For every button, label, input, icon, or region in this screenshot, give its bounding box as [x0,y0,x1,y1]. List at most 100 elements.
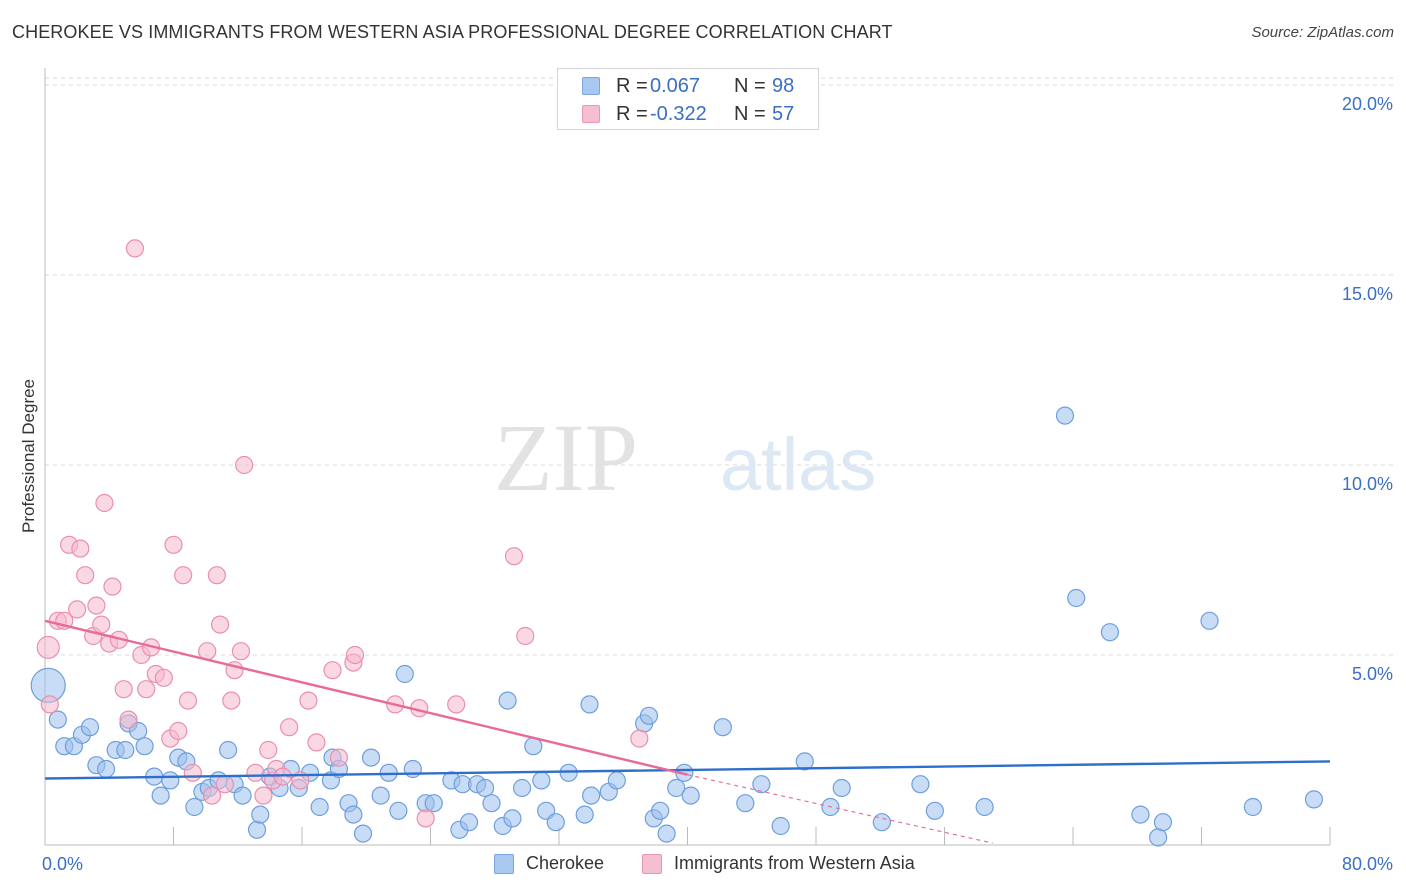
axes [44,68,1331,846]
cherokee-point [651,801,670,820]
cherokee-point [459,813,479,832]
cherokee-point [911,775,930,794]
western-asia-point [246,763,265,782]
cherokee-point [344,805,363,824]
cherokee-point [135,737,154,756]
legend-r-label: R = [616,75,648,97]
watermark: ZIP atlas [494,404,876,511]
western-asia-trend-line [44,619,688,776]
western-asia-point [299,691,318,710]
western-asia-point [137,680,156,699]
western-asia-point [114,680,133,699]
cherokee-point [1100,623,1120,642]
cherokee-point [582,786,601,805]
western-asia-point [516,626,535,646]
cherokee-point [403,759,422,779]
trend-lines [44,619,1331,844]
western-asia-point [323,661,342,680]
cherokee-point [353,824,373,843]
legend-n-label: N = [734,75,766,97]
western-asia-point [307,733,326,752]
cherokee-point [80,718,100,737]
western-asia-point [68,600,87,619]
cherokee-point [832,778,851,798]
cherokee-points [30,406,1324,847]
cherokee-point [424,794,443,813]
cherokee-point [771,816,790,836]
western-asia-point [329,748,349,767]
cherokee-point [532,771,551,790]
cherokee-point [503,809,522,828]
stats-legend: R = 0.067 N = 98 R = -0.322 N = 57 [557,68,819,130]
y-tick-label: 20.0% [1342,94,1393,114]
western-asia-point [36,635,60,660]
western-asia-point [259,740,278,760]
cherokee-point [482,794,501,813]
legend-swatch-western-asia [642,854,662,874]
cherokee-point [361,748,381,767]
cherokee-point [251,805,270,824]
western-asia-point [174,566,193,585]
western-asia-point [164,535,183,554]
legend-r-value: -0.322 [650,103,707,125]
legend-r-label: R = [616,103,648,125]
legend-r-value: 0.067 [650,75,701,97]
cherokee-point [1149,828,1168,847]
western-asia-point [630,729,649,748]
cherokee-point [795,752,814,771]
western-asia-points [36,239,649,828]
western-asia-point [207,566,226,585]
western-asia-point [169,721,188,741]
legend-label-western-asia: Immigrants from Western Asia [674,853,915,873]
western-asia-point [40,695,59,714]
cherokee-point [752,775,771,794]
cherokee-point [219,740,238,760]
cherokee-point [872,813,891,832]
western-asia-point [103,577,122,596]
cherokee-point [151,786,170,805]
cherokee-point [247,820,267,839]
western-asia-point [92,615,111,634]
legend-label-cherokee: Cherokee [526,853,605,873]
cherokee-point [667,778,686,798]
cherokee-point [736,794,755,813]
cherokee-point [925,801,944,820]
cherokee-point [395,664,414,684]
chart-title: CHEROKEE VS IMMIGRANTS FROM WESTERN ASIA… [12,22,893,42]
western-asia-point [71,539,90,558]
tick-labels: 5.0% 10.0% 15.0% 20.0% 0.0% 80.0% [42,94,1393,874]
cherokee-point [1304,790,1324,809]
y-tick-label: 10.0% [1342,474,1393,494]
cherokee-point [681,786,700,805]
western-asia-point [215,775,234,794]
cherokee-point [1243,797,1263,817]
western-asia-point [222,691,241,710]
cherokee-point [975,797,994,817]
western-asia-point [95,493,114,513]
cherokee-point [233,786,252,805]
legend-swatch-cherokee [494,854,514,874]
cherokee-point [607,771,626,790]
western-asia-point [183,763,202,782]
cherokee-point [389,801,408,820]
y-axis-label: Professional Degree [19,379,38,533]
cherokee-point [575,805,594,824]
western-asia-point [235,455,254,475]
x-tick-label: 80.0% [1342,854,1393,874]
western-asia-point [202,786,222,805]
cherokee-trend-line [44,760,1331,780]
cherokee-point [1055,406,1075,425]
cherokee-point [161,771,180,790]
western-asia-point [210,615,230,634]
cherokee-point [657,824,676,843]
legend-n-value: 98 [772,75,795,97]
y-tick-label: 5.0% [1352,664,1393,684]
western-asia-point [231,642,251,661]
cherokee-point [639,706,659,725]
watermark-zip: ZIP [494,404,638,511]
source-label: Source: ZipAtlas.com [1251,24,1394,41]
cherokee-point [116,740,135,760]
cherokee-point [1153,813,1173,832]
western-asia-point [76,566,95,585]
